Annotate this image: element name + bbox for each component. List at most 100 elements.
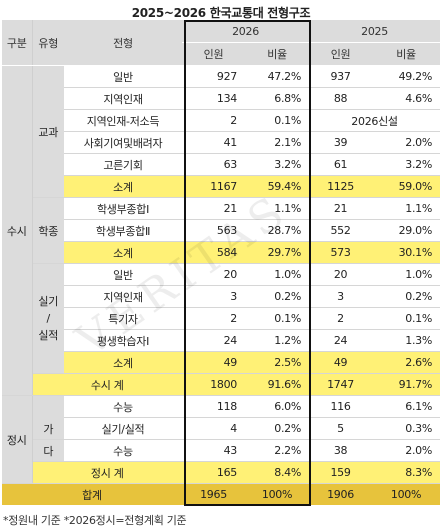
header-biyul-2025: 비율 [372,42,441,66]
row-name: 지역인재 [64,87,182,110]
biyul-2026: 0.1% [245,307,310,330]
inwon-2026: 41 [182,131,245,154]
admission-structure-table: 구분 유형 전형 2026 2025 인원 비율 인원 비율 수시 교과 일반 … [2,20,441,505]
row-name: 합계 [2,483,182,505]
grand-total-row: 합계 1965 100% 1906 100% [2,483,441,505]
biyul-2025: 3.2% [372,153,441,176]
type-hakjong: 학종 [32,197,64,264]
table-title: 2025~2026 한국교통대 전형구조 [131,6,311,20]
inwon-2026: 1167 [182,175,245,198]
biyul-2026: 2.2% [245,439,310,462]
biyul-2026: 47.2% [245,65,310,88]
biyul-2025: 49.2% [372,65,441,88]
biyul-2025: 29.0% [372,219,441,242]
row-name: 지역인재 [64,285,182,308]
biyul-2026: 1.0% [245,263,310,286]
subtotal-row: 소계 584 29.7% 573 30.1% [2,241,441,264]
table-row: 고른기회 63 3.2% 61 3.2% [2,153,441,176]
biyul-2026: 6.8% [245,87,310,110]
inwon-2025: 1747 [309,373,373,396]
row-name: 실기/실적 [64,417,182,440]
biyul-2026: 0.2% [245,417,310,440]
biyul-2026: 59.4% [245,175,310,198]
row-name: 수시 계 [32,373,182,396]
header-inwon-2025: 인원 [309,42,373,66]
table-row: 평생학습자Ⅰ 24 1.2% 24 1.3% [2,329,441,352]
biyul-2026: 0.2% [245,285,310,308]
biyul-2026: 91.6% [245,373,310,396]
table-row: 실기/실적 4 0.2% 5 0.3% [2,417,441,440]
inwon-2026: 24 [182,329,245,352]
row-name: 일반 [64,263,182,286]
biyul-2026: 28.7% [245,219,310,242]
header-jeonhyeong: 전형 [64,20,182,66]
inwon-2026: 1965 [182,483,245,505]
header-year-2025: 2025 [309,20,441,43]
group-susi: 수시 [2,65,33,396]
table-row: 실기 / 실적 일반 20 1.0% 20 1.0% [2,263,441,374]
inwon-2025: 21 [309,197,373,220]
row-name: 지역인재-저소득 [64,109,182,132]
biyul-2026: 0.1% [245,109,310,132]
biyul-2025: 2.6% [372,351,441,374]
biyul-2026: 2.1% [245,131,310,154]
inwon-2026: 43 [182,439,245,462]
inwon-2025: 3 [309,285,373,308]
table-row: 학생부종합Ⅱ 563 28.7% 552 29.0% [2,219,441,242]
header-biyul-2026: 비율 [245,42,310,66]
table-row: 지역인재-저소득 2 0.1% 2026신설 [2,109,441,132]
inwon-2025: 116 [309,395,373,418]
inwon-2026: 63 [182,153,245,176]
header-row-2: 인원 비율 인원 비율 [2,42,441,66]
biyul-2025: 6.1% [372,395,441,418]
biyul-2026: 6.0% [245,395,310,418]
new-in-2026-note: 2026신설 [309,109,441,132]
inwon-2025: 1906 [309,483,373,505]
table-row: 지역인재 134 6.8% 88 4.6% [2,87,441,110]
inwon-2026: 49 [182,351,245,374]
inwon-2026: 21 [182,197,245,220]
jeongsi-total-row: 정시 계 165 8.4% 159 8.3% [2,461,441,484]
inwon-2025: 24 [309,329,373,352]
biyul-2026: 2.5% [245,351,310,374]
table-row: 학종 학생부종합Ⅰ 21 1.1% 21 1.1% [2,197,441,264]
inwon-2025: 38 [309,439,373,462]
inwon-2025: 552 [309,219,373,242]
inwon-2025: 159 [309,461,373,484]
subtotal-row: 소계 49 2.5% 49 2.6% [2,351,441,374]
inwon-2025: 61 [309,153,373,176]
inwon-2026: 584 [182,241,245,264]
row-name: 학생부종합Ⅰ [64,197,182,220]
biyul-2025: 1.3% [372,329,441,352]
inwon-2025: 88 [309,87,373,110]
type-da: 다 [32,439,64,462]
inwon-2025: 2 [309,307,373,330]
inwon-2026: 927 [182,65,245,88]
biyul-2025: 30.1% [372,241,441,264]
inwon-2025: 5 [309,417,373,440]
table-row: 정시 가 수능 118 6.0% 116 6.1% [2,395,441,484]
biyul-2025: 0.3% [372,417,441,440]
biyul-2025: 0.1% [372,307,441,330]
table-row: 지역인재 3 0.2% 3 0.2% [2,285,441,308]
inwon-2025: 39 [309,131,373,154]
inwon-2025: 573 [309,241,373,264]
type-gyogwa: 교과 [32,65,64,198]
inwon-2026: 20 [182,263,245,286]
biyul-2026: 100% [245,483,310,505]
row-name: 특기자 [64,307,182,330]
biyul-2025: 0.2% [372,285,441,308]
biyul-2025: 4.6% [372,87,441,110]
inwon-2025: 937 [309,65,373,88]
row-name: 고른기회 [64,153,182,176]
susi-total-row: 수시 계 1800 91.6% 1747 91.7% [2,373,441,396]
biyul-2025: 1.0% [372,263,441,286]
inwon-2026: 3 [182,285,245,308]
header-inwon-2026: 인원 [182,42,245,66]
inwon-2026: 1800 [182,373,245,396]
biyul-2026: 1.2% [245,329,310,352]
table-row: 수시 교과 일반 927 47.2% 937 49.2% [2,65,441,396]
row-name: 사회기여및배려자 [64,131,182,154]
footnote: *정원내 기준 *2026정시=전형계획 기준 [3,514,187,527]
inwon-2026: 2 [182,307,245,330]
